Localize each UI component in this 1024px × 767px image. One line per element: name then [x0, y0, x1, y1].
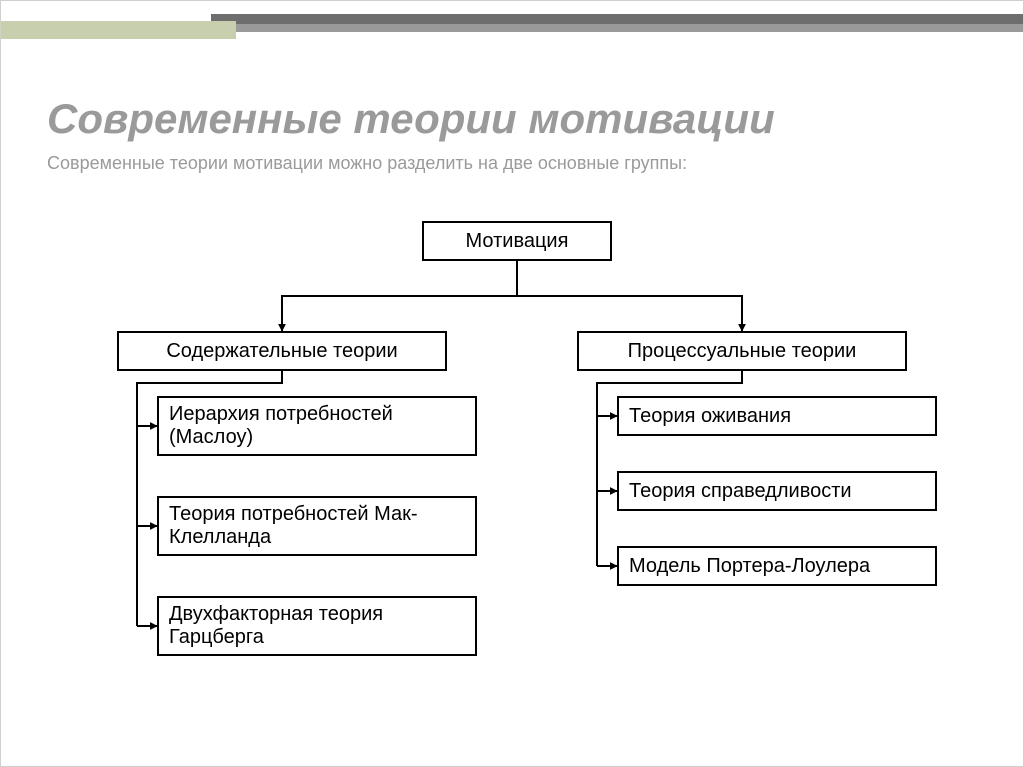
- diagram-canvas: Мотивация Содержательные теории Процессуал…: [47, 221, 977, 746]
- node-right: Процессуальные теории: [577, 331, 907, 371]
- node-left: Содержательные теории: [117, 331, 447, 371]
- slide: Современные теории мотивации Современные…: [0, 0, 1024, 767]
- node-r3: Модель Портера-Лоулера: [617, 546, 937, 586]
- node-r1: Теория оживания: [617, 396, 937, 436]
- edge: [517, 261, 742, 331]
- top-bar-green: [1, 21, 236, 39]
- node-root: Мотивация: [422, 221, 612, 261]
- node-l3: Двухфакторная теория Гарцберга: [157, 596, 477, 656]
- slide-subtitle: Современные теории мотивации можно разде…: [47, 151, 977, 175]
- node-l2: Теория потребностей Мак-Клелланда: [157, 496, 477, 556]
- slide-title: Современные теории мотивации: [47, 97, 977, 141]
- top-bar-gray-shadow: [231, 24, 1023, 32]
- node-r2: Теория справедливости: [617, 471, 937, 511]
- edge: [282, 261, 517, 331]
- node-l1: Иерархия потребностей (Маслоу): [157, 396, 477, 456]
